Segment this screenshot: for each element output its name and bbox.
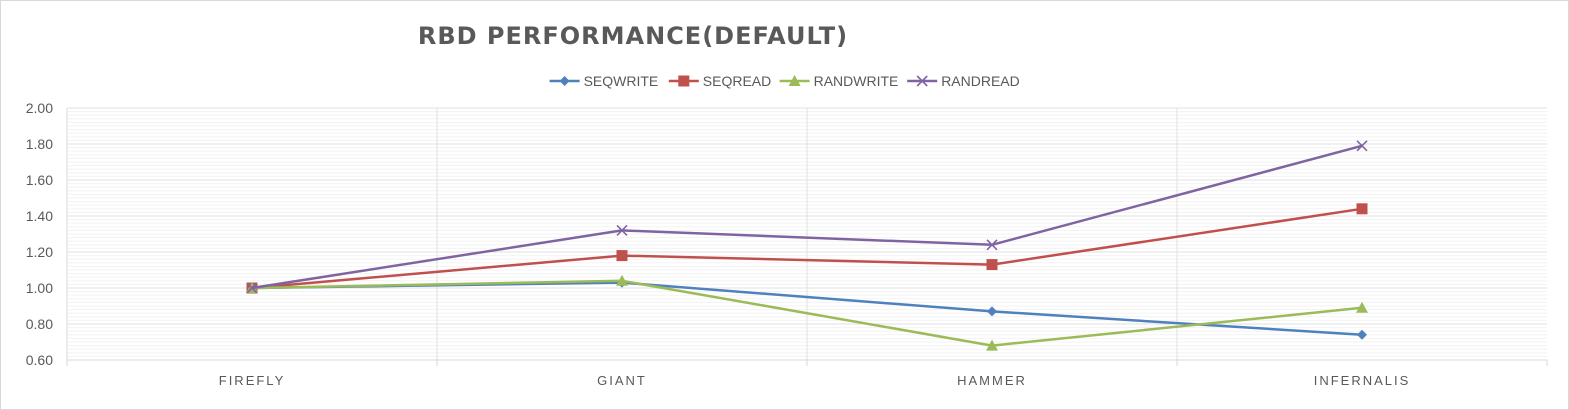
- legend-item-randread: RANDREAD: [907, 73, 1020, 89]
- y-tick-label: 0.60: [26, 352, 53, 368]
- data-point-randread: [986, 239, 998, 251]
- legend-label: RANDREAD: [941, 73, 1020, 89]
- x-tick-label: INFERNALIS: [1314, 373, 1411, 388]
- series-randread: [246, 140, 1368, 294]
- x-marker-stroke: [246, 282, 258, 294]
- y-tick-label: 2.00: [26, 100, 53, 116]
- x-tick-label: FIREFLY: [219, 373, 286, 388]
- data-point-seqread: [1356, 203, 1368, 215]
- legend-marker: [916, 75, 928, 87]
- legend-item-randwrite: RANDWRITE: [779, 73, 899, 89]
- y-tick-label: 1.60: [26, 172, 53, 188]
- legend-label: SEQWRITE: [584, 73, 659, 89]
- data-point-seqread: [616, 250, 628, 262]
- x-marker-stroke: [986, 239, 998, 251]
- data-point-randwrite: [1356, 301, 1368, 313]
- y-tick-label: 1.00: [26, 280, 53, 296]
- data-point-randread: [1356, 140, 1368, 152]
- data-point-seqread: [986, 259, 998, 271]
- legend-item-seqread: SEQREAD: [668, 73, 771, 89]
- data-point-randwrite: [986, 339, 998, 351]
- x-axis-ticks: FIREFLY GIANT HAMMER INFERNALIS: [219, 373, 1411, 388]
- legend-item-seqwrite: SEQWRITE: [549, 73, 659, 89]
- x-tick-label: HAMMER: [957, 373, 1027, 388]
- data-point-randwrite: [616, 274, 628, 286]
- legend-label: RANDWRITE: [814, 73, 899, 89]
- data-point-seqwrite: [1357, 329, 1367, 340]
- y-tick-label: 1.20: [26, 244, 53, 260]
- legend-marker: [559, 76, 570, 86]
- series-line-randread: [251, 144, 1363, 290]
- legend-marker: [788, 75, 801, 86]
- axes: [66, 108, 1548, 366]
- grid: [67, 107, 1547, 360]
- y-tick-label: 0.80: [26, 316, 53, 332]
- legend-marker: [678, 75, 690, 87]
- y-axis-ticks: 0.60 0.80 1.00 1.20 1.40 1.60 1.80 2.00: [26, 100, 53, 368]
- data-point-randread: [616, 224, 628, 236]
- x-marker-stroke: [616, 224, 628, 236]
- legend-label: SEQREAD: [703, 73, 771, 89]
- x-marker-stroke: [916, 75, 928, 87]
- legend: SEQWRITE SEQREAD RANDWRITE RANDREAD: [549, 73, 1020, 89]
- series-line-randwrite: [251, 279, 1363, 347]
- data-point-seqwrite: [987, 306, 997, 317]
- series-layer: [246, 140, 1368, 351]
- x-marker-stroke: [1356, 140, 1368, 152]
- y-tick-label: 1.80: [26, 136, 53, 152]
- series-line-seqread: [251, 207, 1363, 290]
- y-tick-label: 1.40: [26, 208, 53, 224]
- data-point-randread: [246, 282, 258, 294]
- x-tick-label: GIANT: [597, 373, 647, 388]
- chart-title: RBD PERFORMANCE(DEFAULT): [418, 22, 848, 50]
